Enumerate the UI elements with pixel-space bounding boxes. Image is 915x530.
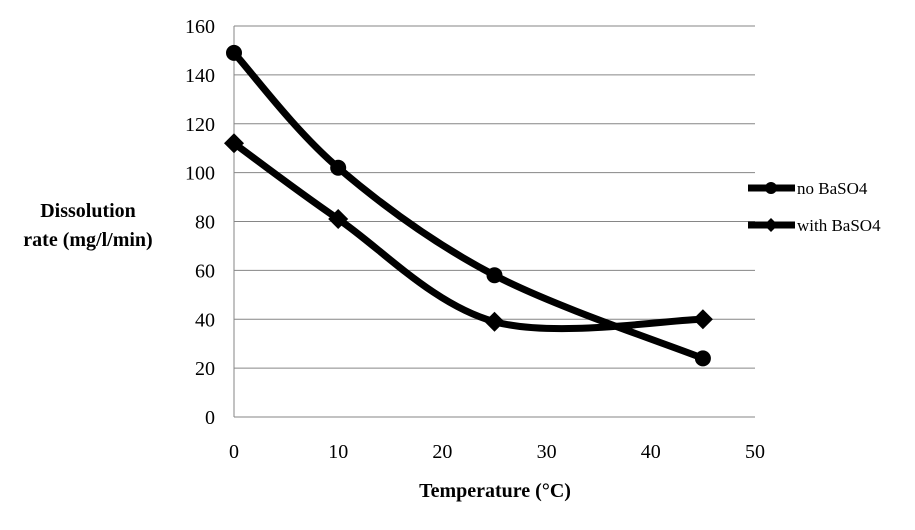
circle-marker (486, 267, 503, 284)
circle-marker (694, 350, 711, 367)
y-tick-label: 0 (205, 407, 215, 429)
x-axis-label: Temperature (°C) (419, 480, 571, 502)
legend-label: no BaSO4 (797, 179, 868, 198)
y-tick-label: 120 (185, 114, 215, 136)
y-tick-label: 40 (195, 309, 215, 331)
series-group (224, 44, 713, 367)
legend-label: with BaSO4 (797, 216, 881, 235)
y-tick-label: 160 (185, 16, 215, 38)
diamond-marker (764, 218, 778, 232)
diamond-marker (328, 209, 349, 230)
legend: no BaSO4 with BaSO4 (748, 179, 881, 235)
y-tick-label: 60 (195, 260, 215, 282)
circle-marker (226, 44, 242, 61)
y-tick-label: 100 (185, 163, 215, 185)
diamond-marker (484, 311, 505, 332)
circle-marker (330, 159, 347, 176)
circle-marker (765, 182, 777, 194)
x-tick-label: 50 (745, 441, 765, 463)
x-tick-label: 0 (229, 441, 239, 463)
diamond-marker (692, 309, 713, 330)
x-tick-label: 10 (328, 441, 348, 463)
x-tick-labels: 0 10 20 30 40 50 (229, 441, 765, 463)
y-axis-label-line-2: rate (mg/l/min) (23, 229, 152, 251)
y-axis-label-line-1: Dissolution (40, 200, 136, 222)
y-tick-label: 80 (195, 212, 215, 234)
x-tick-label: 30 (537, 441, 557, 463)
y-tick-labels: 0 20 40 60 80 100 120 140 160 (185, 16, 215, 429)
series-line-1 (230, 139, 707, 333)
x-tick-label: 20 (432, 441, 452, 463)
diamond-marker (224, 133, 244, 154)
y-tick-label: 20 (195, 358, 215, 380)
axes (233, 26, 755, 418)
y-tick-label: 140 (185, 65, 215, 87)
x-tick-label: 40 (641, 441, 661, 463)
